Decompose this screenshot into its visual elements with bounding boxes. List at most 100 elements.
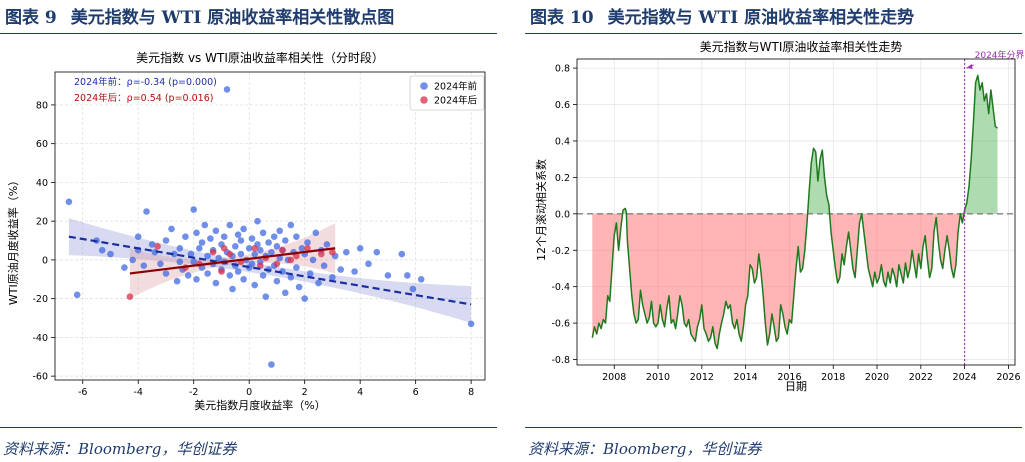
scatter-annotation-after: 2024年后：ρ=0.54 (p=0.016) — [74, 92, 213, 104]
scatter-point-after-2024 — [209, 248, 217, 256]
scatter-point-before-2024 — [190, 206, 197, 213]
scatter-y-tick-label: 80 — [36, 100, 48, 111]
scatter-point-before-2024 — [140, 262, 148, 269]
scatter-point-before-2024 — [234, 231, 242, 238]
scatter-point-before-2024 — [262, 293, 270, 301]
line-x-tick-label: 2016 — [777, 372, 801, 383]
scatter-point-before-2024 — [287, 274, 295, 281]
line-y-tick-label: -0.6 — [551, 319, 570, 330]
scatter-legend: 2024年前 2024年后 — [409, 75, 485, 111]
scatter-point-before-2024 — [251, 281, 258, 289]
scatter-x-tick-label: 4 — [357, 387, 363, 398]
line-y-axis-label: 12个月滚动相关系数 — [534, 159, 548, 261]
scatter-y-tick-label: -40 — [32, 333, 48, 344]
scatter-point-before-2024 — [398, 250, 406, 258]
scatter-point-before-2024 — [306, 270, 314, 277]
line-y-tick-label: 0.8 — [555, 64, 570, 75]
line-plot-area: 2008 2010 2012 2014 2016 2018 2020 2022 2024 2026… — [551, 49, 1024, 383]
split-2024-label: 2024年分界 — [975, 49, 1025, 61]
scatter-point-before-2024 — [259, 272, 267, 279]
line-y-tick-label: -0.2 — [551, 246, 570, 257]
scatter-point-before-2024 — [282, 289, 289, 297]
scatter-point-before-2024 — [168, 225, 175, 233]
scatter-point-after-2024 — [318, 250, 325, 258]
scatter-annotation-before: 2024年前：ρ=-0.34 (p=0.000) — [74, 76, 217, 88]
scatter-x-tick-label: 2 — [302, 387, 308, 398]
scatter-point-before-2024 — [409, 285, 417, 293]
scatter-legend-marker-after — [420, 96, 428, 104]
scatter-point-after-2024 — [251, 245, 258, 252]
scatter-point-before-2024 — [248, 235, 256, 242]
scatter-point-before-2024 — [265, 239, 272, 246]
line-x-tick-label: 2010 — [646, 372, 670, 383]
figure-9-panel: 图表 9 美元指数与 WTI 原油收益率相关性散点图 -6 -4 -2 0 2 4 6 8 -60… — [0, 0, 500, 462]
scatter-point-before-2024 — [295, 283, 303, 291]
scatter-point-before-2024 — [356, 245, 364, 252]
split-arrow-head — [966, 64, 973, 69]
scatter-point-before-2024 — [404, 272, 411, 279]
scatter-point-before-2024 — [187, 250, 195, 258]
line-plot-background — [577, 59, 1015, 365]
scatter-point-after-2024 — [287, 256, 295, 264]
scatter-point-before-2024 — [240, 276, 247, 283]
scatter-point-before-2024 — [251, 250, 258, 258]
scatter-point-before-2024 — [143, 208, 150, 215]
figure-10-header: 图表 10 美元指数与 WTI 原油收益率相关性走势 — [530, 3, 914, 28]
scatter-point-before-2024 — [237, 250, 245, 258]
scatter-point-before-2024 — [176, 258, 184, 266]
line-y-tick-label: -0.4 — [551, 282, 570, 293]
scatter-point-before-2024 — [176, 245, 184, 252]
scatter-point-before-2024 — [329, 274, 336, 281]
fit-line-before-2024 — [68, 235, 472, 306]
scatter-point-before-2024 — [162, 270, 170, 277]
scatter-point-before-2024 — [343, 248, 350, 256]
scatter-x-tick-label: -6 — [78, 387, 87, 398]
scatter-chart-title: 美元指数 vs WTI原油收益率相关性（分时段） — [136, 50, 384, 65]
scatter-point-after-2024 — [226, 250, 234, 258]
scatter-y-axis-label: WTI原油月度收益率（%） — [6, 175, 20, 305]
scatter-point-after-2024 — [279, 246, 286, 254]
line-x-tick-label: 2012 — [690, 372, 714, 383]
scatter-point-before-2024 — [204, 252, 211, 260]
scatter-x-tick-label: 6 — [413, 387, 419, 398]
scatter-point-before-2024 — [196, 245, 203, 252]
scatter-point-before-2024 — [304, 239, 311, 246]
scatter-point-before-2024 — [173, 277, 181, 285]
line-x-tick-label: 2026 — [996, 372, 1020, 383]
scatter-point-before-2024 — [293, 233, 300, 240]
scatter-point-before-2024 — [337, 266, 345, 273]
negative-correlation-fill — [626, 213, 808, 349]
scatter-point-before-2024 — [268, 248, 275, 256]
scatter-point-before-2024 — [220, 233, 228, 240]
scatter-point-before-2024 — [134, 233, 142, 240]
scatter-x-tick-label: -4 — [133, 387, 142, 398]
scatter-y-tick-label: 60 — [36, 139, 48, 150]
figure-9-source: 资料来源：Bloomberg，华创证券 — [3, 440, 237, 458]
figure-10-top-rule — [525, 33, 1022, 34]
scatter-point-before-2024 — [312, 229, 320, 237]
line-y-tick-label: -0.8 — [551, 355, 570, 366]
scatter-point-before-2024 — [226, 221, 234, 229]
figure-9-number: 图表 9 — [5, 8, 57, 28]
figure-9-header: 图表 9 美元指数与 WTI 原油收益率相关性散点图 — [5, 3, 394, 28]
figure-10-bottom-rule — [525, 427, 1022, 428]
scatter-point-before-2024 — [293, 264, 300, 271]
scatter-point-before-2024 — [171, 250, 178, 258]
line-x-axis-label: 日期 — [785, 380, 807, 393]
scatter-point-before-2024 — [229, 285, 236, 293]
scatter-point-before-2024 — [323, 241, 331, 248]
scatter-point-before-2024 — [73, 291, 81, 299]
scatter-x-tick-label: 8 — [468, 387, 474, 398]
scatter-point-before-2024 — [98, 246, 106, 254]
scatter-point-before-2024 — [215, 254, 222, 262]
scatter-point-before-2024 — [273, 243, 281, 250]
scatter-point-before-2024 — [245, 245, 253, 252]
scatter-point-before-2024 — [240, 225, 247, 233]
scatter-point-before-2024 — [365, 260, 372, 268]
scatter-point-before-2024 — [129, 256, 136, 264]
scatter-point-after-2024 — [329, 248, 336, 256]
scatter-point-before-2024 — [248, 260, 256, 268]
line-chart-title: 美元指数与WTI原油收益率相关性走势 — [700, 39, 903, 54]
scatter-point-before-2024 — [193, 229, 200, 237]
